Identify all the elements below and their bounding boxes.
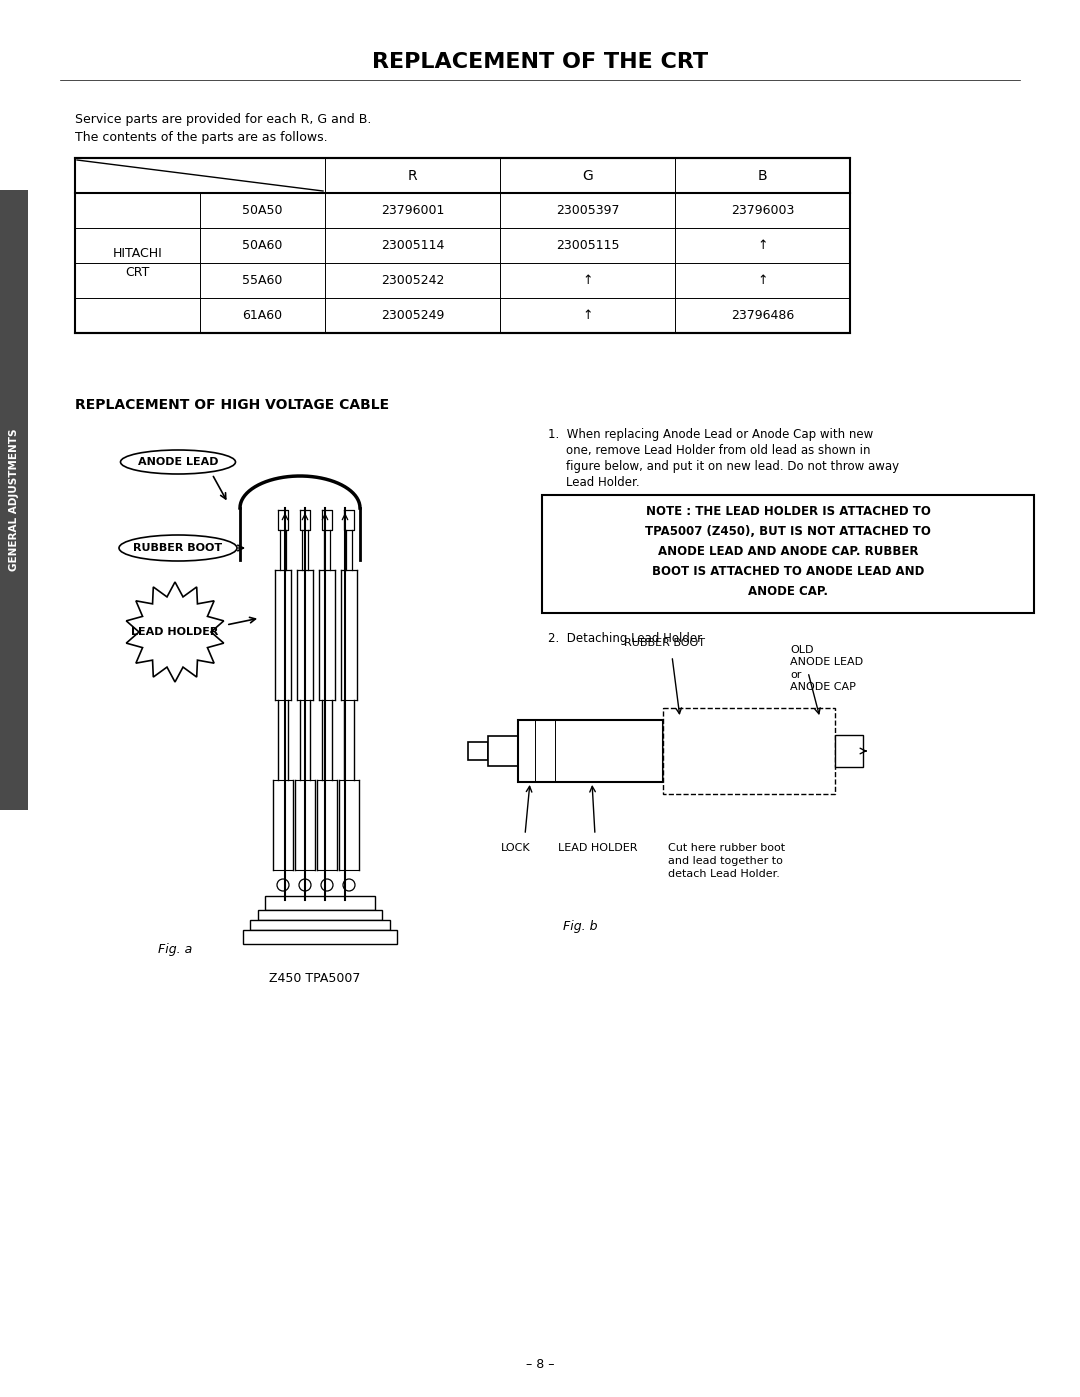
Text: 55A60: 55A60 [242, 274, 283, 286]
Text: RUBBER BOOT: RUBBER BOOT [624, 638, 705, 648]
Ellipse shape [119, 535, 237, 562]
Text: LEAD HOLDER: LEAD HOLDER [558, 842, 638, 854]
Text: one, remove Lead Holder from old lead as shown in: one, remove Lead Holder from old lead as… [566, 444, 870, 457]
Text: HITACHI
CRT: HITACHI CRT [112, 247, 162, 279]
Text: 23005397: 23005397 [556, 204, 619, 217]
Bar [243, 930, 397, 944]
Text: 50A60: 50A60 [242, 239, 283, 251]
Text: Service parts are provided for each R, G and B.: Service parts are provided for each R, G… [75, 113, 372, 127]
Text: 61A60: 61A60 [242, 309, 283, 321]
Text: – 8 –: – 8 – [526, 1358, 554, 1372]
Text: G: G [582, 169, 593, 183]
Polygon shape [126, 583, 224, 682]
Bar [542, 495, 1034, 613]
Text: 1.  When replacing Anode Lead or Anode Cap with new: 1. When replacing Anode Lead or Anode Ca… [548, 427, 874, 441]
Text: ↑: ↑ [757, 239, 768, 251]
Circle shape [343, 879, 355, 891]
Text: ANODE CAP.: ANODE CAP. [748, 585, 828, 598]
Text: LEAD HOLDER: LEAD HOLDER [132, 627, 218, 637]
Text: Cut here rubber boot
and lead together to
detach Lead Holder.: Cut here rubber boot and lead together t… [669, 842, 785, 879]
Text: REPLACEMENT OF HIGH VOLTAGE CABLE: REPLACEMENT OF HIGH VOLTAGE CABLE [75, 398, 389, 412]
Text: Fig. b: Fig. b [563, 921, 597, 933]
Text: REPLACEMENT OF THE CRT: REPLACEMENT OF THE CRT [372, 52, 708, 73]
Bar [258, 909, 382, 921]
Circle shape [299, 879, 311, 891]
Text: 50A50: 50A50 [242, 204, 283, 217]
Text: B: B [758, 169, 767, 183]
Text: NOTE : THE LEAD HOLDER IS ATTACHED TO: NOTE : THE LEAD HOLDER IS ATTACHED TO [646, 504, 931, 518]
Bar [0, 190, 28, 810]
Bar [663, 708, 835, 793]
Text: GENERAL ADJUSTMENTS: GENERAL ADJUSTMENTS [9, 429, 19, 571]
Text: 23005114: 23005114 [381, 239, 444, 251]
Text: ANODE LEAD: ANODE LEAD [138, 457, 218, 467]
Circle shape [321, 879, 333, 891]
Bar [265, 895, 375, 909]
Text: The contents of the parts are as follows.: The contents of the parts are as follows… [75, 131, 327, 144]
Circle shape [276, 879, 289, 891]
Text: ANODE LEAD AND ANODE CAP. RUBBER: ANODE LEAD AND ANODE CAP. RUBBER [658, 545, 918, 557]
Text: Lead Holder.: Lead Holder. [566, 476, 639, 489]
Text: OLD
ANODE LEAD
or
ANODE CAP: OLD ANODE LEAD or ANODE CAP [789, 645, 863, 692]
Bar [468, 742, 488, 760]
Text: RUBBER BOOT: RUBBER BOOT [134, 543, 222, 553]
Ellipse shape [121, 450, 235, 474]
Text: 23005249: 23005249 [381, 309, 444, 321]
Text: 23005115: 23005115 [556, 239, 619, 251]
Text: 2.  Detaching Lead Holder: 2. Detaching Lead Holder [548, 631, 702, 645]
Text: figure below, and put it on new lead. Do not throw away: figure below, and put it on new lead. Do… [566, 460, 900, 474]
Text: 23796003: 23796003 [731, 204, 794, 217]
Bar [249, 921, 390, 930]
Bar [518, 719, 663, 782]
Bar [488, 736, 518, 766]
Text: LOCK: LOCK [501, 842, 530, 854]
Text: BOOT IS ATTACHED TO ANODE LEAD AND: BOOT IS ATTACHED TO ANODE LEAD AND [652, 564, 924, 578]
Text: 23796486: 23796486 [731, 309, 794, 321]
Text: 23005242: 23005242 [381, 274, 444, 286]
Text: Fig. a: Fig. a [158, 943, 192, 957]
Text: Z450 TPA5007: Z450 TPA5007 [269, 972, 361, 985]
Text: ↑: ↑ [757, 274, 768, 286]
Bar [835, 735, 863, 767]
Text: R: R [407, 169, 417, 183]
Text: TPA5007 (Z450), BUT IS NOT ATTACHED TO: TPA5007 (Z450), BUT IS NOT ATTACHED TO [645, 525, 931, 538]
Text: ↑: ↑ [582, 309, 593, 321]
Text: 23796001: 23796001 [381, 204, 444, 217]
Text: ↑: ↑ [582, 274, 593, 286]
Bar [75, 158, 850, 332]
